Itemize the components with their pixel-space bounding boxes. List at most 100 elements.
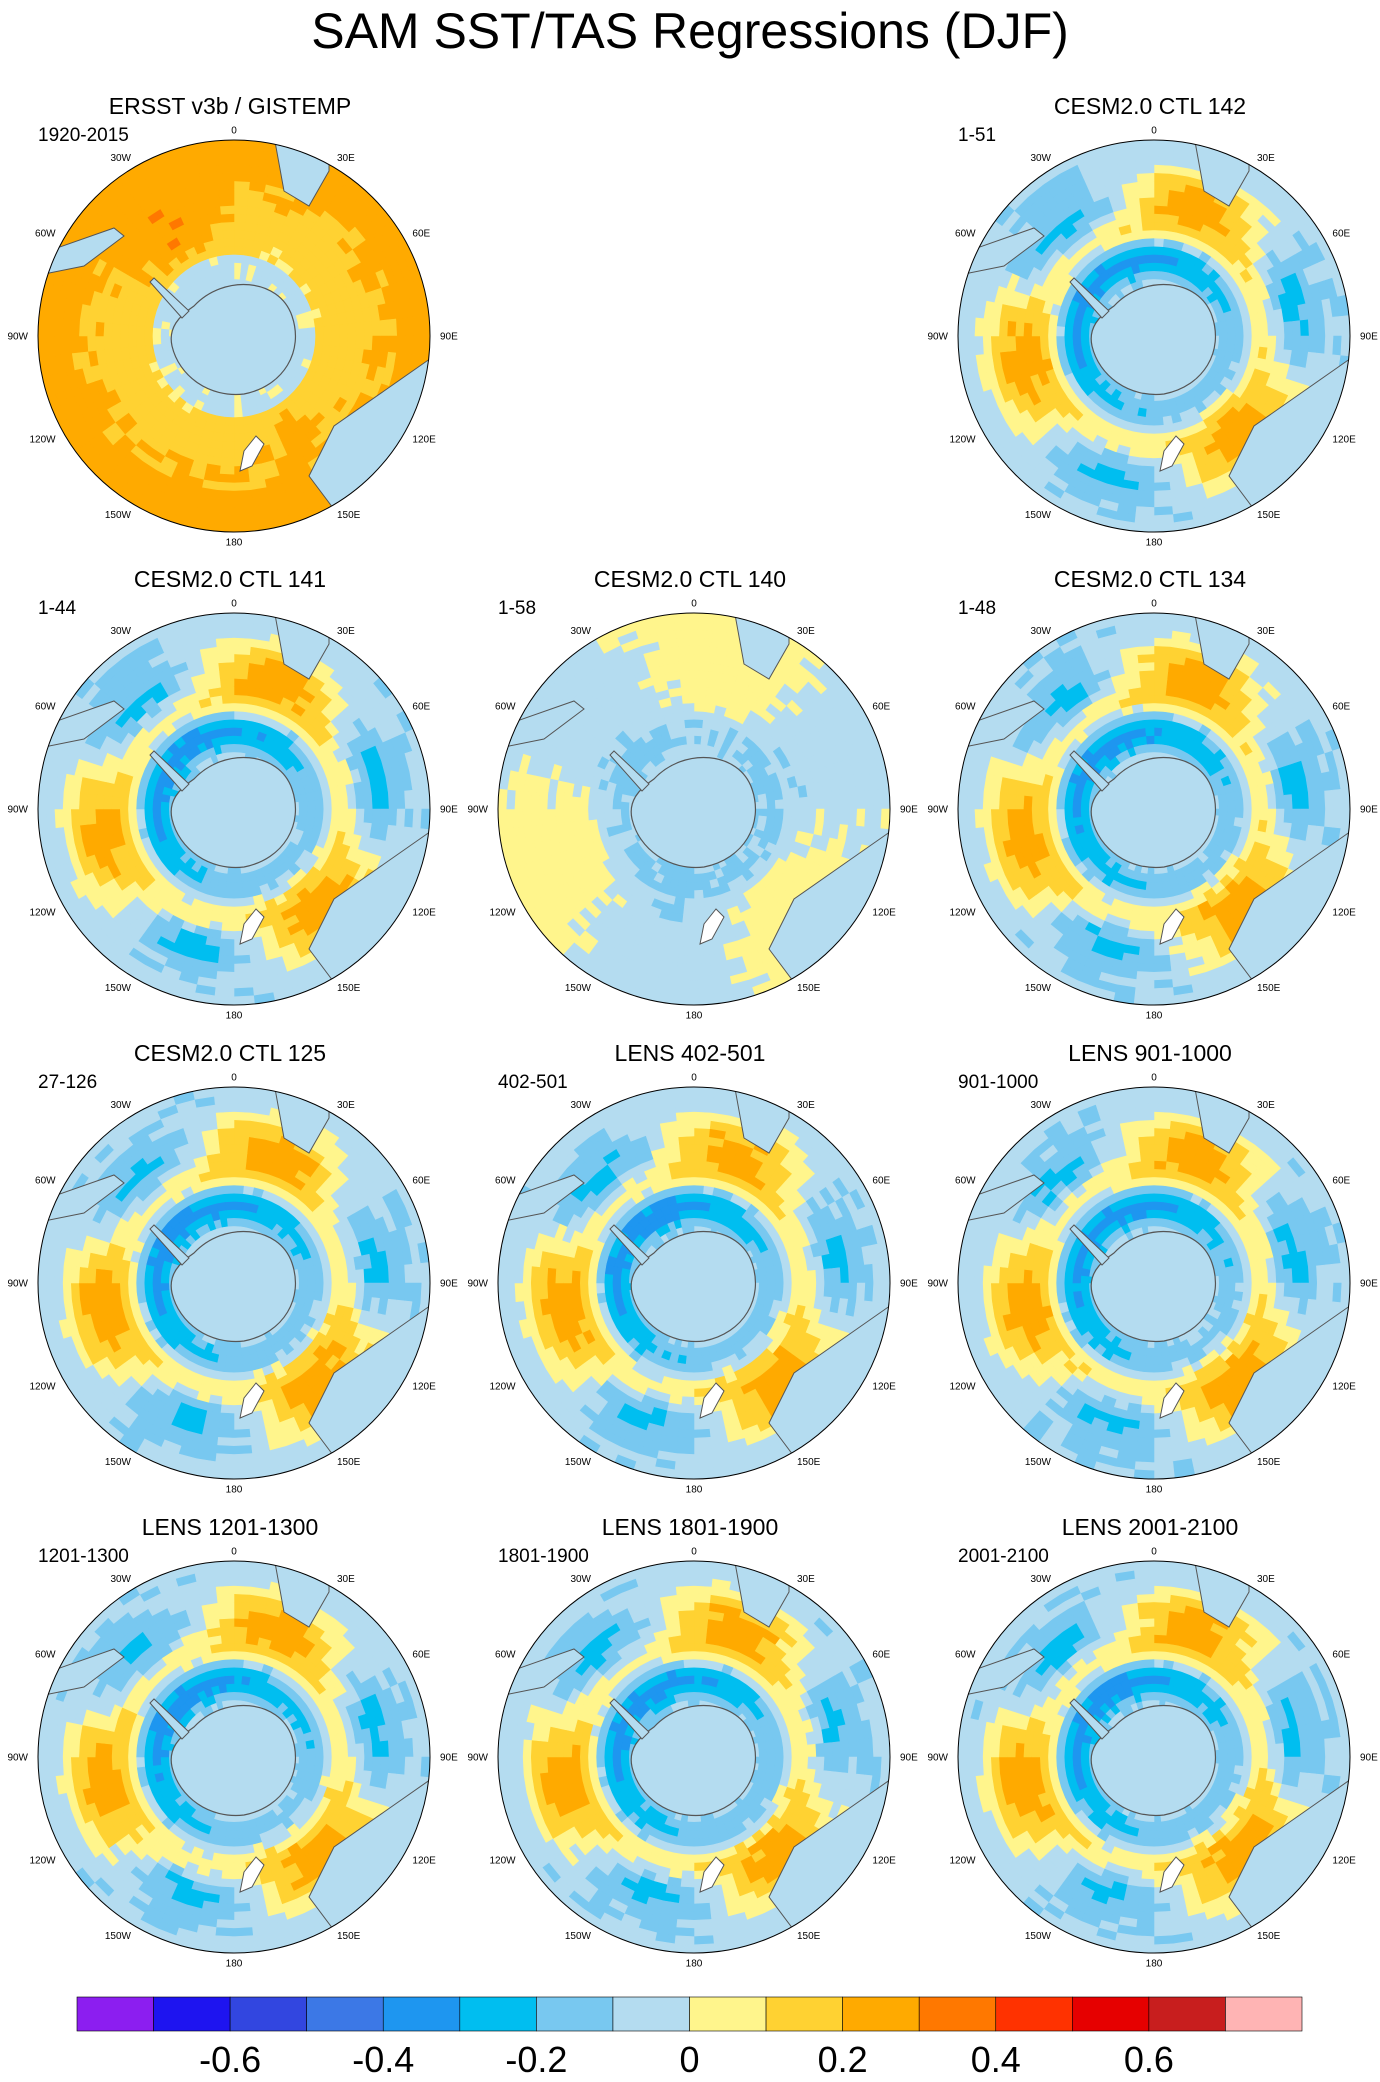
map-cell bbox=[990, 318, 1000, 337]
longitude-label: 120W bbox=[949, 435, 976, 446]
map-cell bbox=[1080, 335, 1090, 345]
map-cell bbox=[371, 808, 382, 825]
map-cell bbox=[54, 789, 64, 810]
map-cell bbox=[1047, 324, 1057, 337]
map-cell bbox=[233, 710, 245, 720]
longitude-label: 30W bbox=[1030, 153, 1051, 164]
map-cell bbox=[214, 629, 235, 639]
map-cell bbox=[974, 335, 984, 356]
map-cell bbox=[213, 140, 235, 150]
map-cell bbox=[685, 873, 695, 883]
longitude-label: 30W bbox=[110, 153, 131, 164]
longitude-label: 0 bbox=[1151, 126, 1157, 137]
map-cell bbox=[233, 694, 247, 704]
australia-landmass bbox=[308, 355, 430, 532]
map-cell bbox=[1153, 425, 1165, 435]
new-zealand-landmass bbox=[239, 908, 265, 945]
map-cell bbox=[224, 416, 235, 427]
map-cell bbox=[38, 788, 48, 810]
map-cell bbox=[225, 400, 235, 410]
map-cell bbox=[70, 808, 80, 827]
longitude-label: 60E bbox=[412, 702, 430, 713]
map-cell bbox=[1141, 221, 1155, 231]
australia-landmass bbox=[308, 828, 430, 1005]
longitude-label: 120W bbox=[29, 435, 56, 446]
map-cell bbox=[233, 702, 246, 712]
longitude-label: 30E bbox=[1257, 153, 1275, 164]
map-cell bbox=[233, 889, 244, 900]
longitude-label: 180 bbox=[226, 538, 243, 549]
map-cell bbox=[355, 322, 365, 337]
longitude-label: 90E bbox=[440, 332, 458, 343]
map-cell bbox=[127, 324, 137, 337]
longitude-label: 180 bbox=[1146, 538, 1163, 549]
map-cell bbox=[1340, 335, 1350, 357]
map-cell bbox=[222, 702, 235, 712]
map-cell bbox=[143, 326, 154, 337]
map-cell bbox=[127, 335, 137, 348]
map-cell bbox=[217, 180, 235, 191]
map-cell bbox=[965, 335, 976, 356]
map-cell bbox=[233, 490, 252, 500]
map-panel: ERSST v3b / GISTEMP 1920-2015 0 30E 60E 90E… bbox=[0, 92, 460, 562]
map-cell bbox=[1153, 473, 1170, 484]
longitude-label: 120E bbox=[412, 435, 436, 446]
map-cell bbox=[1291, 320, 1302, 337]
map-cell bbox=[1137, 481, 1155, 492]
map-cell bbox=[685, 727, 695, 737]
map-cell bbox=[94, 335, 105, 351]
map-cell bbox=[103, 795, 113, 810]
map-cell bbox=[233, 963, 252, 973]
map-cell bbox=[1140, 449, 1155, 459]
map-cell bbox=[233, 172, 252, 182]
map-cell bbox=[379, 335, 390, 353]
longitude-label: 90E bbox=[440, 805, 458, 816]
map-cell bbox=[78, 808, 89, 826]
map-cell bbox=[223, 425, 235, 435]
map-cell bbox=[347, 795, 357, 810]
map-cell bbox=[757, 793, 768, 803]
map-cell bbox=[233, 416, 244, 427]
map-cell bbox=[143, 799, 154, 810]
map-cell bbox=[103, 322, 113, 337]
map-cell bbox=[355, 795, 365, 810]
map-cell bbox=[233, 718, 244, 729]
map-cell bbox=[1251, 335, 1261, 348]
map-cell bbox=[70, 318, 80, 337]
map-cell bbox=[1153, 262, 1163, 272]
australia-landmass bbox=[1228, 355, 1350, 532]
map-cell bbox=[314, 808, 325, 819]
map-cell bbox=[331, 808, 341, 821]
map-cell bbox=[404, 335, 414, 356]
map-cell bbox=[1006, 335, 1017, 352]
map-cell bbox=[135, 325, 145, 337]
map-cell bbox=[224, 245, 235, 256]
longitude-label: 90W bbox=[7, 805, 28, 816]
map-cell bbox=[1234, 335, 1245, 346]
map-cell bbox=[1134, 147, 1155, 158]
map-cell bbox=[233, 262, 243, 272]
map-cell bbox=[119, 323, 129, 337]
map-cell bbox=[233, 441, 247, 451]
map-cell bbox=[363, 808, 374, 824]
map-cell bbox=[233, 995, 255, 1005]
map-cell bbox=[1055, 335, 1065, 347]
map-cell bbox=[331, 797, 341, 810]
map-cell bbox=[323, 808, 333, 820]
map-cell bbox=[1138, 262, 1148, 273]
map-cell bbox=[404, 789, 414, 810]
map-cell bbox=[1299, 335, 1310, 353]
map-cell bbox=[306, 335, 316, 345]
map-cell bbox=[297, 793, 308, 803]
map-cell bbox=[218, 661, 235, 672]
map-cell bbox=[220, 270, 229, 281]
map-cell bbox=[1259, 335, 1269, 349]
map-cell bbox=[222, 906, 235, 916]
map-cell bbox=[233, 946, 250, 957]
map-cell bbox=[355, 808, 365, 823]
map-cell bbox=[1134, 514, 1155, 525]
map-cell bbox=[103, 335, 113, 350]
map-cell bbox=[1153, 433, 1166, 443]
map-cell bbox=[1014, 321, 1025, 337]
